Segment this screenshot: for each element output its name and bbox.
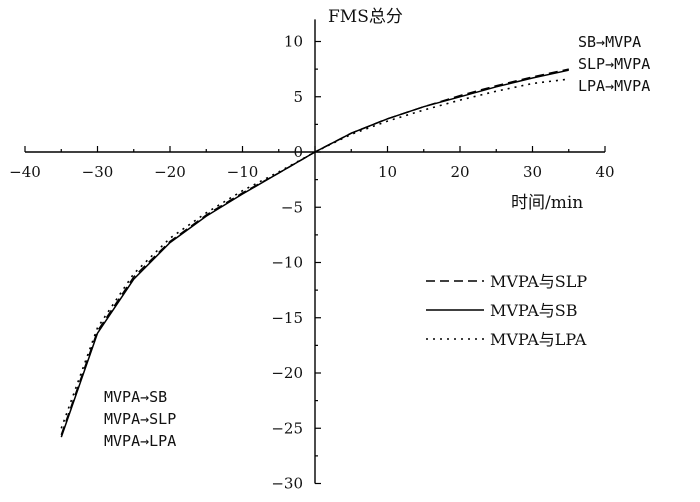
legend-label: MVPA与SLP xyxy=(490,272,587,291)
y-tick-label: −15 xyxy=(271,309,303,327)
annotation-bottom-left-line: MVPA→SB xyxy=(104,388,167,406)
x-tick-label: −40 xyxy=(9,163,41,181)
annotation-top-right-line: SB→MVPA xyxy=(578,33,641,51)
y-tick-label: 0 xyxy=(293,143,303,161)
x-tick-label: 10 xyxy=(378,163,397,181)
legend: MVPA与SLP MVPA与SB MVPA与LPA xyxy=(426,272,587,349)
series-layer xyxy=(60,68,569,438)
x-tick-label: −10 xyxy=(227,163,259,181)
y-tick-label: −10 xyxy=(271,254,303,272)
x-tick-label: −20 xyxy=(154,163,186,181)
annotation-bottom-left-line: MVPA→LPA xyxy=(104,432,176,450)
x-tick-label: 40 xyxy=(595,163,614,181)
y-tick-label: −25 xyxy=(271,419,303,437)
y-tick-label: −20 xyxy=(271,364,303,382)
y-tick-label: −5 xyxy=(281,198,303,216)
annotation-top-right: SB→MVPA SLP→MVPA LPA→MVPA xyxy=(578,33,650,95)
annotation-top-right-line: SLP→MVPA xyxy=(578,55,650,73)
y-tick-label: 5 xyxy=(293,88,303,106)
x-tick-label: 20 xyxy=(450,163,469,181)
annotation-top-right-line: LPA→MVPA xyxy=(578,77,650,95)
x-tick-label: −30 xyxy=(82,163,114,181)
legend-label: MVPA与SB xyxy=(490,301,578,320)
legend-label: MVPA与LPA xyxy=(490,330,587,349)
series-line-2 xyxy=(60,69,569,438)
y-tick-label: −30 xyxy=(271,475,303,493)
annotation-bottom-left: MVPA→SB MVPA→SLP MVPA→LPA xyxy=(104,388,176,450)
annotation-bottom-left-line: MVPA→SLP xyxy=(104,410,176,428)
x-axis-title: 时间/min xyxy=(511,193,583,213)
ticks: −40 −30 −20 −10 10 20 30 40 −30 −25 −20 −15 −10 −5 0 5 1… xyxy=(9,33,614,493)
x-tick-label: 30 xyxy=(523,163,542,181)
y-axis-title: FMS总分 xyxy=(328,7,403,27)
y-tick-label: 10 xyxy=(284,33,303,51)
